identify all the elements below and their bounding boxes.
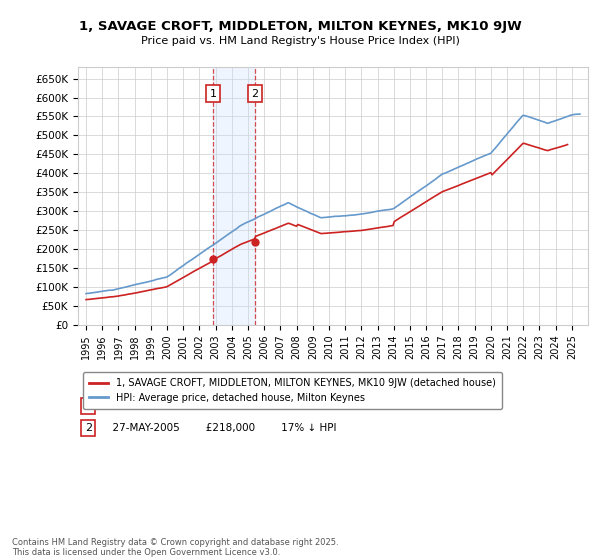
Text: 27-MAY-2005        £218,000        17% ↓ HPI: 27-MAY-2005 £218,000 17% ↓ HPI [106,423,337,433]
Text: 31-OCT-2002        £172,950        19% ↓ HPI: 31-OCT-2002 £172,950 19% ↓ HPI [106,401,338,411]
Legend: 1, SAVAGE CROFT, MIDDLETON, MILTON KEYNES, MK10 9JW (detached house), HPI: Avera: 1, SAVAGE CROFT, MIDDLETON, MILTON KEYNE… [83,372,502,409]
Text: 2: 2 [85,423,92,433]
Text: Contains HM Land Registry data © Crown copyright and database right 2025.
This d: Contains HM Land Registry data © Crown c… [12,538,338,557]
Bar [213,67,254,325]
Text: 2: 2 [251,88,258,99]
Text: Price paid vs. HM Land Registry's House Price Index (HPI): Price paid vs. HM Land Registry's House … [140,36,460,46]
Text: 1, SAVAGE CROFT, MIDDLETON, MILTON KEYNES, MK10 9JW: 1, SAVAGE CROFT, MIDDLETON, MILTON KEYNE… [79,20,521,32]
Text: 1: 1 [209,88,217,99]
Text: 1: 1 [85,401,92,411]
